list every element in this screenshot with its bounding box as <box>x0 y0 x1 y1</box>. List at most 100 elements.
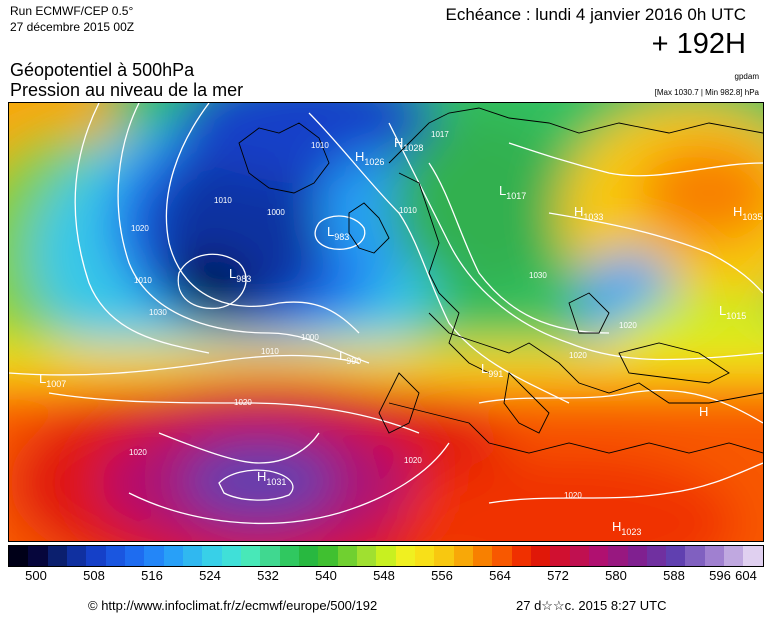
isobar-label: 1020 <box>569 351 587 360</box>
isobar-label: 1010 <box>261 347 279 356</box>
source-url: © http://www.infoclimat.fr/z/ecmwf/europ… <box>88 598 378 613</box>
scale-swatch <box>395 546 415 566</box>
scale-swatch <box>472 546 493 566</box>
isobar-label: 1020 <box>129 448 147 457</box>
forecast-valid-time: Echéance : lundi 4 janvier 2016 0h UTC <box>445 5 746 24</box>
scale-swatch <box>182 546 203 566</box>
scale-tick: 508 <box>83 568 105 583</box>
scale-tick: 564 <box>489 568 511 583</box>
scale-swatch <box>260 546 280 566</box>
scale-tick: 500 <box>25 568 47 583</box>
scale-swatch <box>685 546 705 566</box>
scale-swatch <box>453 546 473 566</box>
scale-tick: 580 <box>605 568 627 583</box>
isobar-label: 1000 <box>301 333 319 342</box>
scale-swatch <box>511 546 531 566</box>
scale-swatch <box>105 546 125 566</box>
scale-swatch <box>550 546 570 566</box>
run-title: Run ECMWF/CEP 0.5° <box>10 4 134 18</box>
isobar-label: 1010 <box>311 141 329 150</box>
low-center: L991 <box>481 361 503 379</box>
scale-swatch <box>221 546 241 566</box>
scale-swatch <box>356 546 377 566</box>
isobar-label: 1010 <box>134 276 152 285</box>
scale-tick: 516 <box>141 568 163 583</box>
scale-tick: 524 <box>199 568 221 583</box>
isobars <box>9 103 763 525</box>
map-canvas: L983 L983 H1026 H1028 L1017 L1007 L990 L… <box>9 103 763 541</box>
scale-swatch <box>279 546 299 566</box>
scale-swatch <box>666 546 686 566</box>
high-center: H1023 <box>612 519 641 537</box>
scale-swatch <box>144 546 164 566</box>
high-center: H1031 <box>257 469 286 487</box>
scale-swatch <box>530 546 551 566</box>
scale-tick: 596 <box>709 568 731 583</box>
low-center: L1007 <box>39 371 66 389</box>
unit-label: gpdam <box>734 72 759 81</box>
scale-swatch <box>47 546 67 566</box>
run-date: 27 décembre 2015 00Z <box>10 20 135 34</box>
scale-swatch <box>298 546 319 566</box>
geopotential-field <box>9 103 763 541</box>
isobar-label: 1020 <box>619 321 637 330</box>
low-center: L1015 <box>719 303 746 321</box>
scale-tick: 548 <box>373 568 395 583</box>
lead-time: + 192H <box>651 28 746 60</box>
weather-map: L983 L983 H1026 H1028 L1017 L1007 L990 L… <box>8 102 764 542</box>
scale-swatch <box>646 546 667 566</box>
scale-swatch <box>704 546 725 566</box>
scale-swatch <box>608 546 628 566</box>
isobar-label: 1000 <box>267 208 285 217</box>
scale-swatch <box>202 546 222 566</box>
pressure-centers: L983 L983 H1026 H1028 L1017 L1007 L990 L… <box>39 135 762 537</box>
low-center: L990 <box>339 348 361 366</box>
color-scale-ticks: 500 508 516 524 532 540 548 556 564 572 … <box>8 568 762 586</box>
high-center: H1035 <box>733 204 762 222</box>
scale-swatch <box>240 546 261 566</box>
scale-tick: 540 <box>315 568 337 583</box>
scale-tick: 588 <box>663 568 685 583</box>
scale-swatch <box>66 546 87 566</box>
scale-tick: 572 <box>547 568 569 583</box>
coastlines <box>238 107 763 454</box>
scale-swatch <box>627 546 647 566</box>
scale-swatch <box>492 546 512 566</box>
low-center: L983 <box>229 266 251 284</box>
map-title-pressure: Pression au niveau de la mer <box>10 80 244 100</box>
scale-swatch <box>434 546 454 566</box>
low-center: L983 <box>327 224 349 242</box>
scale-tick: 532 <box>257 568 279 583</box>
map-title-geopotential: Géopotentiel à 500hPa <box>10 60 195 80</box>
scale-swatch <box>588 546 609 566</box>
isobar-label: 1017 <box>431 130 449 139</box>
high-center: H <box>699 404 708 419</box>
scale-swatch <box>376 546 396 566</box>
scale-tick: 556 <box>431 568 453 583</box>
scale-swatch <box>86 546 106 566</box>
isobar-label: 1030 <box>149 308 167 317</box>
high-center: H1026 <box>355 149 384 167</box>
isobar-label: 1010 <box>214 196 232 205</box>
isobar-label: 1020 <box>234 398 252 407</box>
generation-date: 27 d☆☆c. 2015 8:27 UTC <box>516 598 667 613</box>
high-center: H1033 <box>574 204 603 222</box>
scale-swatch <box>414 546 435 566</box>
scale-swatch <box>163 546 183 566</box>
isobar-label: 1010 <box>399 206 417 215</box>
scale-swatch <box>28 546 48 566</box>
low-center: L1017 <box>499 183 526 201</box>
scale-swatch <box>337 546 357 566</box>
scale-swatch <box>569 546 589 566</box>
scale-swatch <box>124 546 145 566</box>
scale-tick: 604 <box>735 568 757 583</box>
isobar-labels: 1017 1010 1010 1000 1020 1010 1030 1000 … <box>129 130 637 500</box>
isobar-label: 1020 <box>404 456 422 465</box>
scale-swatch <box>318 546 338 566</box>
scale-swatch <box>724 546 744 566</box>
isobar-label: 1020 <box>131 224 149 233</box>
isobar-label: 1020 <box>564 491 582 500</box>
scale-swatch <box>9 546 29 566</box>
scale-swatch <box>743 546 763 566</box>
high-center: H1028 <box>394 135 423 153</box>
